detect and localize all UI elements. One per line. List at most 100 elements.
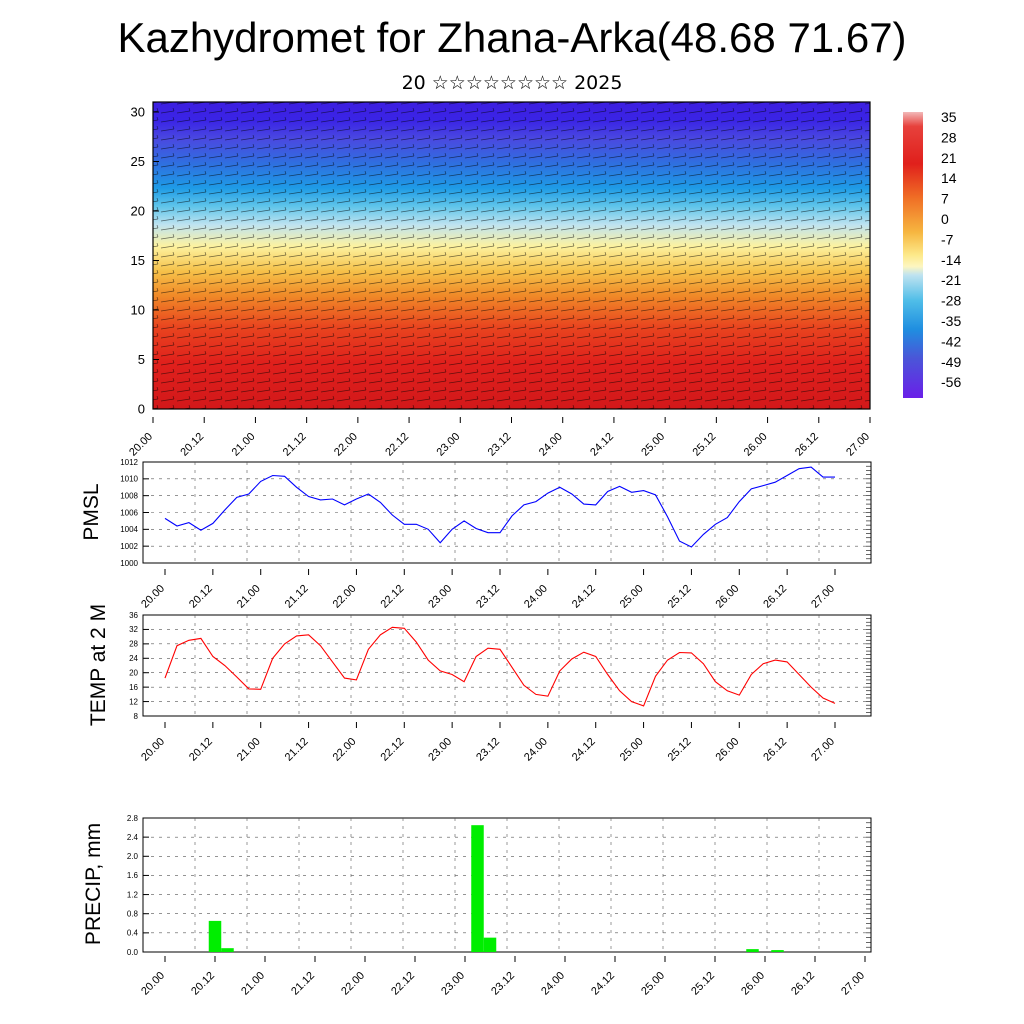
precip-bar bbox=[483, 937, 497, 952]
colorbar-label: 0 bbox=[941, 211, 949, 227]
x-tick-label: 25.12 bbox=[691, 431, 719, 459]
x-tick-label: 21.00 bbox=[235, 736, 263, 764]
colorbar-label: -28 bbox=[941, 293, 961, 309]
x-tick-label: 20.00 bbox=[127, 431, 155, 459]
x-tick-label: 23.12 bbox=[474, 583, 502, 611]
x-tick-label: 26.12 bbox=[793, 431, 821, 459]
colorbar-label: -7 bbox=[941, 231, 954, 247]
y-tick-label: 8 bbox=[134, 712, 139, 721]
x-tick-label: 21.12 bbox=[283, 583, 311, 611]
precip-bar bbox=[471, 825, 484, 952]
colorbar-label: -35 bbox=[941, 313, 961, 329]
y-tick-label: 1008 bbox=[120, 491, 138, 500]
x-tick-label: 20.00 bbox=[139, 970, 167, 998]
wind-barbs-overlay bbox=[153, 102, 870, 409]
temp-line bbox=[164, 626, 836, 707]
precip-y-axis: 0.0 0.4 0.8 1.2 1.6 2.0 2.4 2.8 bbox=[127, 814, 149, 957]
x-tick-label: 25.12 bbox=[689, 970, 717, 998]
x-tick-label: 21.12 bbox=[289, 970, 317, 998]
x-tick-label: 22.00 bbox=[331, 583, 359, 611]
temp-grid bbox=[143, 614, 871, 717]
y-tick-label: 25 bbox=[131, 154, 145, 169]
x-tick-label: 20.12 bbox=[178, 431, 206, 459]
y-tick-label: 5 bbox=[138, 352, 145, 367]
cross-section-panel: 0 5 10 15 20 25 30 20.00 20.12 21.00 21.12 22.00 22… bbox=[127, 101, 872, 459]
x-tick-label: 22.12 bbox=[378, 736, 406, 764]
precip-x-axis: 20.00 20.12 21.00 21.12 22.00 22.12 23.00 23.12… bbox=[139, 956, 867, 998]
cross-section-y-axis: 0 5 10 15 20 25 30 bbox=[131, 105, 159, 417]
x-tick-label: 24.12 bbox=[570, 736, 598, 764]
x-tick-label: 25.00 bbox=[639, 431, 667, 459]
x-tick-label: 25.12 bbox=[666, 583, 694, 611]
x-tick-label: 21.12 bbox=[281, 431, 309, 459]
precip-grid bbox=[143, 817, 871, 953]
x-tick-label: 24.12 bbox=[589, 970, 617, 998]
x-tick-label: 20.00 bbox=[139, 736, 167, 764]
x-tick-label: 26.00 bbox=[713, 583, 741, 611]
y-tick-label: 20 bbox=[131, 204, 145, 219]
x-tick-label: 22.12 bbox=[378, 583, 406, 611]
precip-bar bbox=[771, 950, 784, 952]
x-tick-label: 26.12 bbox=[761, 736, 789, 764]
x-tick-label: 24.00 bbox=[539, 970, 567, 998]
x-tick-label: 22.00 bbox=[331, 736, 359, 764]
y-tick-label: 0.8 bbox=[127, 910, 139, 919]
colorbar-label: 28 bbox=[941, 129, 957, 145]
x-tick-label: 20.00 bbox=[139, 583, 167, 611]
x-tick-label: 27.00 bbox=[839, 970, 867, 998]
y-tick-label: 16 bbox=[129, 683, 138, 692]
colorbar-label: 21 bbox=[941, 150, 957, 166]
y-tick-label: 1012 bbox=[120, 458, 138, 467]
precip-bar bbox=[208, 920, 222, 952]
y-tick-label: 1002 bbox=[120, 542, 138, 551]
precip-bar bbox=[221, 948, 234, 952]
x-tick-label: 22.00 bbox=[332, 431, 360, 459]
x-tick-label: 22.12 bbox=[383, 431, 411, 459]
x-tick-label: 21.00 bbox=[235, 583, 263, 611]
colorbar-label: -21 bbox=[941, 272, 961, 288]
temp-panel: 8 12 16 20 24 28 32 36 20.00 20.12 21.00 21.12 22.0… bbox=[87, 604, 872, 764]
y-tick-label: 2.4 bbox=[127, 833, 139, 842]
y-tick-label: 28 bbox=[129, 640, 138, 649]
y-tick-label: 30 bbox=[131, 105, 145, 120]
colorbar-gradient bbox=[903, 112, 923, 398]
x-tick-label: 25.00 bbox=[618, 583, 646, 611]
x-tick-label: 21.00 bbox=[230, 431, 258, 459]
colorbar-label: -56 bbox=[941, 374, 961, 390]
y-tick-label: 1010 bbox=[120, 475, 138, 484]
x-tick-label: 20.12 bbox=[187, 583, 215, 611]
y-tick-label: 2.0 bbox=[127, 852, 139, 861]
x-tick-label: 26.00 bbox=[739, 970, 767, 998]
pmsl-axis-label: PMSL bbox=[80, 483, 103, 540]
x-tick-label: 22.12 bbox=[389, 970, 417, 998]
colorbar-label: 35 bbox=[941, 109, 957, 125]
x-tick-label: 23.00 bbox=[434, 431, 462, 459]
precip-axis-label: PRECIP, mm bbox=[82, 823, 105, 945]
y-tick-label: 15 bbox=[131, 253, 145, 268]
x-tick-label: 20.12 bbox=[187, 736, 215, 764]
y-tick-label: 2.8 bbox=[127, 814, 139, 823]
x-tick-label: 21.00 bbox=[239, 970, 267, 998]
x-tick-label: 23.00 bbox=[439, 970, 467, 998]
temp-axis-label: TEMP at 2 M bbox=[87, 604, 110, 726]
y-tick-label: 20 bbox=[129, 669, 138, 678]
cross-section-x-axis: 20.00 20.12 21.00 21.12 22.00 22.12 23.00 23.12… bbox=[127, 417, 872, 459]
pmsl-line bbox=[164, 466, 835, 548]
x-tick-label: 23.12 bbox=[486, 431, 514, 459]
colorbar-label: 14 bbox=[941, 170, 957, 186]
x-tick-label: 26.12 bbox=[761, 583, 789, 611]
y-tick-label: 1.6 bbox=[127, 871, 139, 880]
pmsl-grid bbox=[143, 461, 871, 564]
x-tick-label: 25.00 bbox=[618, 736, 646, 764]
x-tick-label: 23.12 bbox=[474, 736, 502, 764]
temp-y-axis: 8 12 16 20 24 28 32 36 bbox=[129, 611, 149, 721]
x-tick-label: 24.12 bbox=[588, 431, 616, 459]
x-tick-label: 22.00 bbox=[339, 970, 367, 998]
x-tick-label: 24.00 bbox=[537, 431, 565, 459]
x-tick-label: 24.00 bbox=[522, 736, 550, 764]
precip-bars bbox=[208, 825, 784, 952]
x-tick-label: 24.12 bbox=[570, 583, 598, 611]
y-tick-label: 10 bbox=[131, 303, 145, 318]
x-tick-label: 27.00 bbox=[844, 431, 872, 459]
